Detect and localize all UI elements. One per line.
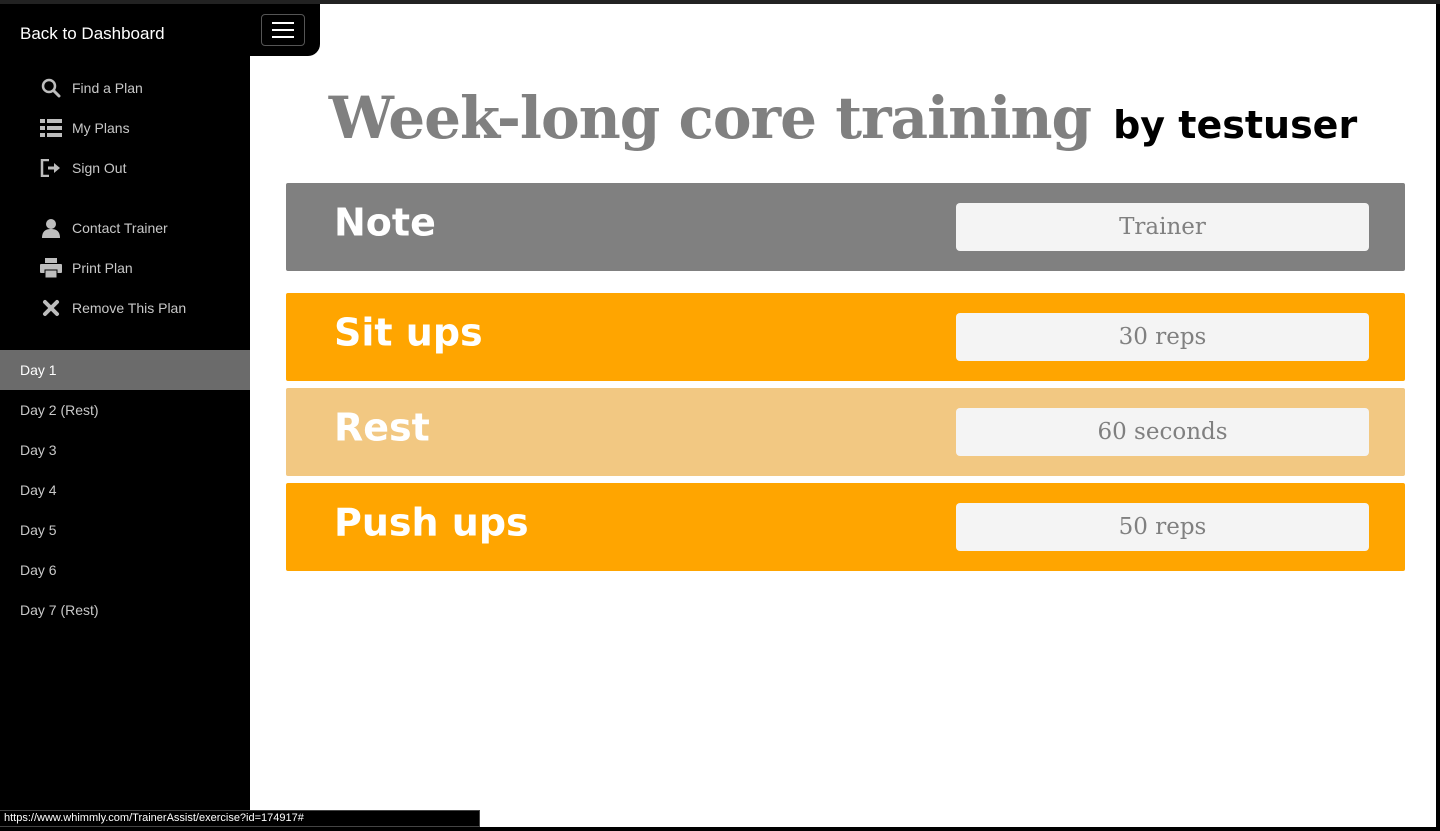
status-bar-url: https://www.whimmly.com/TrainerAssist/ex… (0, 810, 480, 827)
card-value: Trainer (956, 203, 1369, 251)
plan-header: Week-long core training by testuser (250, 84, 1436, 164)
sidebar-item-label: Find a Plan (72, 80, 143, 96)
plan-title: Week-long core training (328, 84, 1092, 152)
sidebar-day-1[interactable]: Day 1 (0, 350, 250, 390)
card-label: Push ups (334, 500, 529, 545)
search-icon (40, 77, 62, 99)
sidebar-day-4[interactable]: Day 4 (20, 482, 57, 498)
hamburger-tab (250, 4, 320, 56)
hamburger-menu-button[interactable] (261, 14, 305, 46)
hamburger-icon (272, 36, 294, 38)
card-exercise-push-ups[interactable]: Push ups 50 reps (286, 483, 1405, 571)
card-value: 60 seconds (956, 408, 1369, 456)
card-label: Note (334, 200, 436, 245)
sidebar-item-label: Print Plan (72, 260, 133, 276)
sidebar-item-label: Remove This Plan (72, 300, 187, 316)
sidebar-item-label: Contact Trainer (72, 220, 168, 236)
card-value: 30 reps (956, 313, 1369, 361)
back-to-dashboard-link[interactable]: Back to Dashboard (20, 24, 165, 43)
sidebar-day-7[interactable]: Day 7 (Rest) (20, 602, 99, 618)
window-top-edge (0, 0, 1440, 4)
sidebar-item-label: Sign Out (72, 160, 127, 176)
sidebar-item-label: My Plans (72, 120, 130, 136)
plan-author: by testuser (1113, 103, 1358, 147)
sidebar-item-remove-plan[interactable]: Remove This Plan (40, 296, 186, 320)
card-note[interactable]: Note Trainer (286, 183, 1405, 271)
sidebar-item-find-a-plan[interactable]: Find a Plan (40, 76, 143, 100)
hamburger-icon (272, 29, 294, 31)
list-icon (40, 117, 62, 139)
hamburger-icon (272, 22, 294, 24)
card-exercise-sit-ups[interactable]: Sit ups 30 reps (286, 293, 1405, 381)
sidebar: Back to Dashboard Find a Plan My Plans S… (0, 4, 250, 831)
card-value: 50 reps (956, 503, 1369, 551)
sidebar-day-3[interactable]: Day 3 (20, 442, 57, 458)
sidebar-item-contact-trainer[interactable]: Contact Trainer (40, 216, 168, 240)
card-label: Sit ups (334, 310, 483, 355)
sidebar-item-sign-out[interactable]: Sign Out (40, 156, 126, 180)
sidebar-item-my-plans[interactable]: My Plans (40, 116, 130, 140)
sidebar-day-2[interactable]: Day 2 (Rest) (20, 402, 99, 418)
user-icon (40, 217, 62, 239)
print-icon (40, 257, 62, 279)
close-icon (40, 297, 62, 319)
window-bottom-edge (0, 827, 1440, 831)
sign-out-icon (40, 157, 62, 179)
main-content: Week-long core training by testuser Note… (250, 4, 1436, 827)
sidebar-day-5[interactable]: Day 5 (20, 522, 57, 538)
card-rest[interactable]: Rest 60 seconds (286, 388, 1405, 476)
sidebar-item-print-plan[interactable]: Print Plan (40, 256, 133, 280)
sidebar-day-6[interactable]: Day 6 (20, 562, 57, 578)
card-label: Rest (334, 405, 430, 450)
